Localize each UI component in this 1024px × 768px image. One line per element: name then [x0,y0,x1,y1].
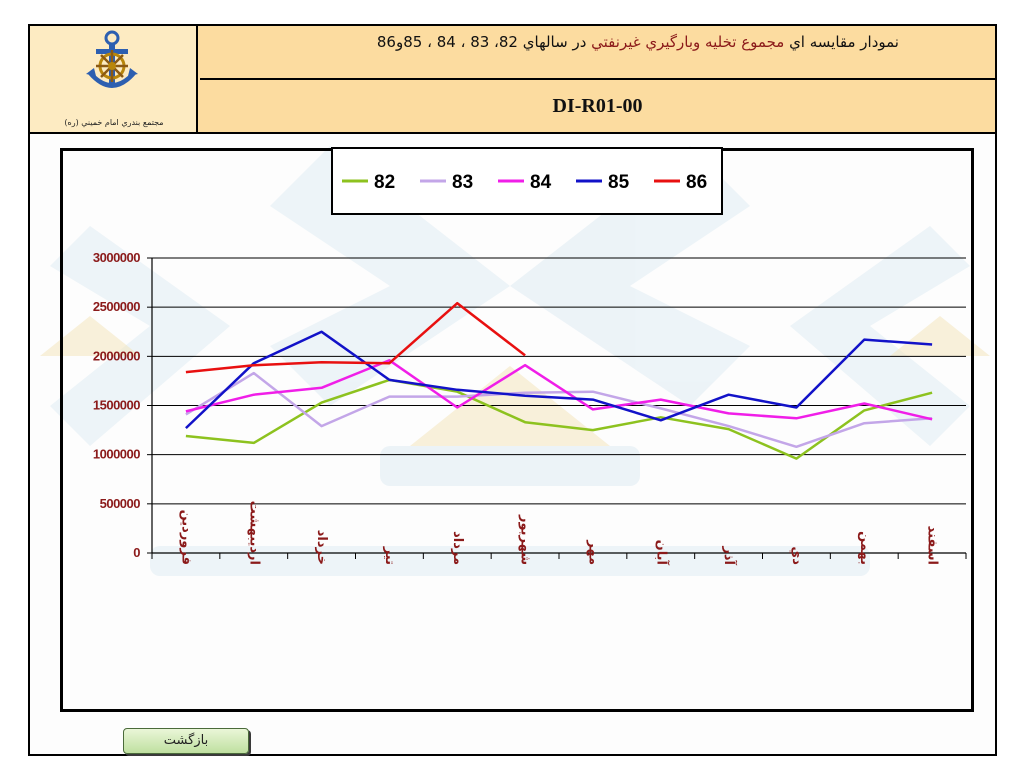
y-tick-label: 1500000 [93,398,140,413]
report-frame: مجتمع بندري امام خميني (ره) نمودار مقايس… [28,24,997,756]
title-part-2: مجموع تخليه وبارگيري غيرنفتي [591,33,785,51]
series-line-84 [185,359,933,421]
x-tick-label: مرداد [450,531,465,565]
legend-label-85: 85 [608,172,630,193]
legend-label-82: 82 [374,172,395,193]
series-line-85 [185,330,933,430]
x-tick-label: آذر [721,545,738,565]
series-line-82 [185,378,933,460]
x-tick-label: مهر [585,539,600,565]
y-tick-label: 3000000 [93,250,140,265]
title-cell: نمودار مقايسه اي مجموع تخليه وبارگيري غي… [200,26,995,80]
anchor-logo-icon [86,30,138,88]
x-tick-label: آبان [653,540,670,566]
y-tick-label: 500000 [100,496,141,511]
y-tick-label: 0 [133,545,140,560]
chart-series [185,301,933,460]
report-header: مجتمع بندري امام خميني (ره) نمودار مقايس… [30,26,995,134]
chart-legend: 82 83 84 85 86 [331,147,723,215]
x-tick-label: فروردين [178,510,193,565]
x-tick-label: شهريور [518,514,533,565]
logo-cell: مجتمع بندري امام خميني (ره) [30,26,198,132]
series-line-83 [185,371,933,449]
back-button[interactable]: بازگشت [123,728,249,754]
x-tick-label: خرداد [314,530,329,565]
chart-grid [152,257,966,554]
legend-label-86: 86 [686,172,707,193]
title-part-3: در سالهاي 82، 83 ، 84 ، 85و86 [376,33,592,51]
organization-name: مجتمع بندري امام خميني (ره) [64,118,164,127]
y-tick-label: 2500000 [93,299,140,314]
x-tick-label: اسفند [925,526,940,565]
legend-label-83: 83 [452,172,473,193]
chart-title: نمودار مقايسه اي مجموع تخليه وبارگيري غي… [377,33,899,51]
title-part-1: نمودار مقايسه اي [784,33,899,51]
x-tick-label: ارديبهشت [246,501,261,565]
y-tick-label: 2000000 [93,348,140,363]
chart-axes: 0 500000 1000000 1500000 2000000 2500000 30000… [93,250,967,566]
document-code: DI-R01-00 [552,95,643,117]
x-tick-label: بهمن [857,531,872,565]
x-tick-label: دي [789,546,804,565]
y-tick-label: 1000000 [93,447,140,462]
x-tick-label: تير [382,546,397,565]
series-line-86 [185,301,526,374]
line-chart: 0 500000 1000000 1500000 2000000 2500000 30000… [93,147,967,566]
legend-label-84: 84 [530,172,552,193]
